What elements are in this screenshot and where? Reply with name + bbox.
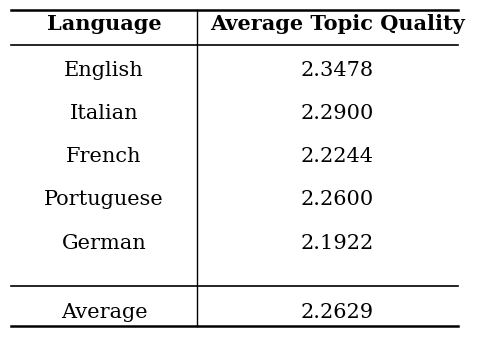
Text: 2.2244: 2.2244 xyxy=(300,147,373,166)
Text: Average: Average xyxy=(61,303,147,322)
Text: Language: Language xyxy=(47,14,161,34)
Text: French: French xyxy=(66,147,142,166)
Text: 2.2600: 2.2600 xyxy=(300,190,374,209)
Text: German: German xyxy=(62,234,147,253)
Text: Italian: Italian xyxy=(70,104,138,123)
Text: 2.1922: 2.1922 xyxy=(300,234,374,253)
Text: 2.2629: 2.2629 xyxy=(300,303,373,322)
Text: 2.2900: 2.2900 xyxy=(300,104,374,123)
Text: Average Topic Quality: Average Topic Quality xyxy=(210,14,465,34)
Text: 2.3478: 2.3478 xyxy=(300,61,373,80)
Text: English: English xyxy=(64,61,144,80)
Text: Portuguese: Portuguese xyxy=(44,190,164,209)
